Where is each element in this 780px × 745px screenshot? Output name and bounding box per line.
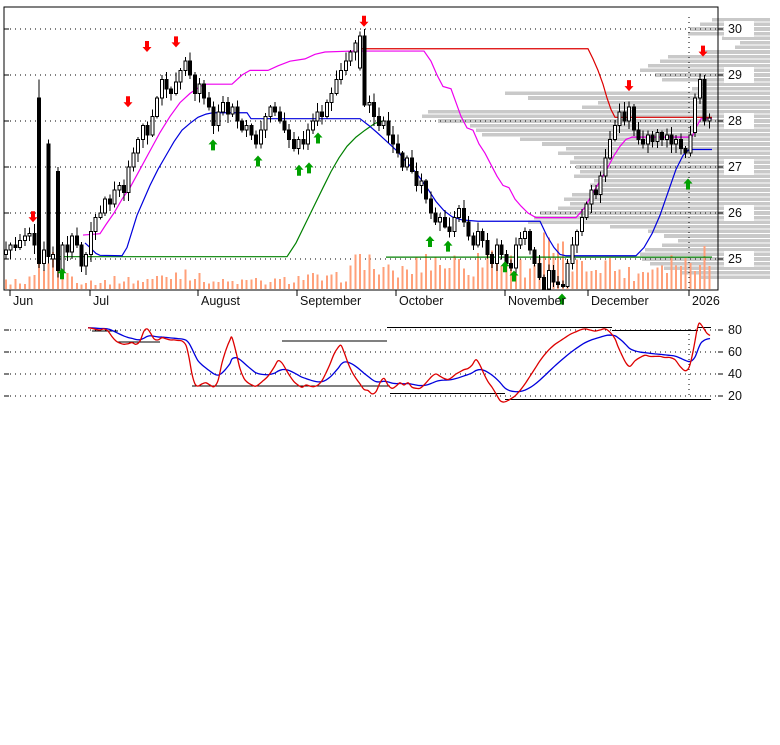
buy-signal-arrow-icon	[557, 293, 567, 305]
sell-signal-arrow-icon	[28, 211, 38, 223]
sell-signal-arrow-icon	[624, 80, 634, 92]
axis-label: 28	[728, 114, 742, 128]
sell-signal-arrow-icon	[698, 45, 708, 57]
axis-label: 60	[728, 345, 742, 359]
buy-signal-arrow-icon	[683, 178, 693, 190]
month-label: Jul	[93, 294, 109, 308]
axis-label: 30	[728, 22, 742, 36]
panel-price-volume: 30 29 28 27 26 25 Jun Jul August September October…	[3, 6, 770, 308]
buy-signal-arrow-icon	[500, 261, 510, 273]
month-label: September	[300, 294, 361, 308]
buy-signal-arrow-icon	[425, 236, 435, 247]
sell-signal-arrow-icon	[123, 96, 133, 108]
sell-signal-arrow-icon	[142, 41, 152, 52]
axis-label: 25	[728, 252, 742, 266]
month-label: Jun	[13, 294, 33, 308]
month-label: November	[508, 294, 566, 308]
sell-signal-arrow-icon	[171, 36, 181, 48]
buy-signal-arrow-icon	[294, 164, 304, 176]
buy-signal-arrow-icon	[443, 240, 453, 252]
month-label: October	[399, 294, 443, 308]
buy-signal-arrow-icon	[509, 270, 519, 282]
month-label: August	[201, 294, 240, 308]
buy-signal-arrow-icon	[208, 139, 218, 151]
axis-label: 20	[728, 389, 742, 403]
buy-signal-arrow-icon	[253, 155, 263, 167]
buy-signal-arrow-icon	[313, 132, 323, 144]
panel-oscillator: 80 60 40 20	[4, 322, 742, 403]
buy-signal-arrow-icon	[57, 268, 67, 280]
axis-label: 27	[728, 160, 742, 174]
sell-signal-arrow-icon	[359, 15, 369, 27]
axis-label: 40	[728, 367, 742, 381]
axis-label: 80	[728, 323, 742, 337]
axis-label: 26	[728, 206, 742, 220]
month-label: December	[591, 294, 649, 308]
axis-label: 29	[728, 68, 742, 82]
month-label: 2026	[692, 294, 720, 308]
buy-signal-arrow-icon	[304, 162, 314, 174]
